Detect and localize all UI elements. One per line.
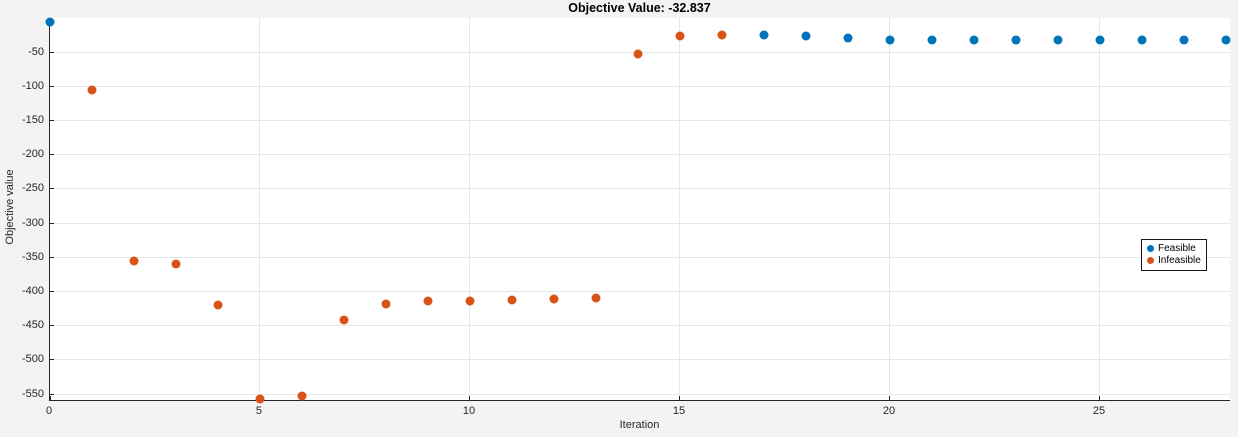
y-tick-mark xyxy=(50,393,54,395)
h-gridline xyxy=(50,188,1230,190)
x-tick-mark xyxy=(1099,396,1101,400)
data-point-feasible[interactable] xyxy=(1221,35,1231,45)
h-gridline xyxy=(50,359,1230,361)
y-tick-label: -500 xyxy=(21,353,44,366)
data-point-infeasible[interactable] xyxy=(549,294,559,304)
data-point-infeasible[interactable] xyxy=(717,30,727,40)
data-point-feasible[interactable] xyxy=(927,35,937,45)
y-tick-mark xyxy=(50,222,54,224)
v-gridline xyxy=(1099,18,1101,400)
y-tick-mark xyxy=(50,359,54,361)
x-tick-label: 5 xyxy=(255,405,263,417)
data-point-infeasible[interactable] xyxy=(591,293,601,303)
chart-title: Objective Value: -32.837 xyxy=(568,1,711,15)
y-tick-mark xyxy=(50,51,54,53)
legend-label-infeasible: Infeasible xyxy=(1158,254,1201,266)
y-tick-mark xyxy=(50,325,54,327)
legend-entry-infeasible[interactable]: Infeasible xyxy=(1147,255,1202,266)
data-point-feasible[interactable] xyxy=(969,35,979,45)
infeasible-marker-icon xyxy=(1147,257,1154,264)
data-point-feasible[interactable] xyxy=(1137,35,1147,45)
v-gridline xyxy=(679,18,681,400)
data-point-infeasible[interactable] xyxy=(87,85,97,95)
data-point-infeasible[interactable] xyxy=(507,295,517,305)
y-axis-label: Objective value xyxy=(4,169,16,245)
y-tick-label: -100 xyxy=(21,79,44,92)
x-tick-mark xyxy=(889,396,891,400)
y-tick-mark xyxy=(50,256,54,258)
plot-area xyxy=(45,17,1231,404)
data-point-feasible[interactable] xyxy=(1011,35,1021,45)
y-tick-mark xyxy=(50,154,54,156)
v-gridline xyxy=(469,18,471,400)
y-tick-label: -50 xyxy=(28,45,44,58)
x-tick-label: 15 xyxy=(672,405,686,417)
h-gridline xyxy=(50,154,1230,156)
h-gridline xyxy=(50,325,1230,327)
v-gridline xyxy=(259,18,261,400)
data-point-feasible[interactable] xyxy=(885,35,895,45)
data-point-infeasible[interactable] xyxy=(171,259,181,269)
y-tick-mark xyxy=(50,291,54,293)
data-point-feasible[interactable] xyxy=(843,33,853,43)
feasible-marker-icon xyxy=(1147,245,1154,252)
y-tick-mark xyxy=(50,188,54,190)
data-point-infeasible[interactable] xyxy=(465,296,475,306)
y-tick-label: -250 xyxy=(21,182,44,195)
data-point-infeasible[interactable] xyxy=(423,296,433,306)
x-tick-mark xyxy=(469,396,471,400)
h-gridline xyxy=(50,291,1230,293)
data-point-infeasible[interactable] xyxy=(633,49,643,59)
data-point-feasible[interactable] xyxy=(1053,35,1063,45)
data-point-infeasible[interactable] xyxy=(129,256,139,266)
legend-label-feasible: Feasible xyxy=(1158,242,1196,254)
x-axis-label: Iteration xyxy=(619,419,660,431)
data-point-infeasible[interactable] xyxy=(339,315,349,325)
data-point-infeasible[interactable] xyxy=(297,391,307,401)
data-point-feasible[interactable] xyxy=(801,31,811,41)
y-tick-mark xyxy=(50,85,54,87)
data-point-feasible[interactable] xyxy=(1179,35,1189,45)
y-tick-label: -550 xyxy=(21,387,44,400)
legend[interactable]: Feasible Infeasible xyxy=(1141,239,1207,271)
data-point-infeasible[interactable] xyxy=(675,31,685,41)
x-tick-label: 0 xyxy=(45,405,53,417)
y-tick-label: -200 xyxy=(21,148,44,161)
data-point-feasible[interactable] xyxy=(759,30,769,40)
x-tick-label: 20 xyxy=(882,405,896,417)
data-point-infeasible[interactable] xyxy=(255,394,265,404)
data-point-feasible[interactable] xyxy=(45,17,55,27)
h-gridline xyxy=(50,85,1230,87)
h-gridline xyxy=(50,120,1230,122)
x-tick-label: 25 xyxy=(1092,405,1106,417)
h-gridline xyxy=(50,222,1230,224)
data-point-feasible[interactable] xyxy=(1095,35,1105,45)
x-tick-label: 10 xyxy=(462,405,476,417)
x-tick-mark xyxy=(49,396,51,400)
legend-entry-feasible[interactable]: Feasible xyxy=(1147,243,1202,254)
y-tick-label: -450 xyxy=(21,319,44,332)
h-gridline xyxy=(50,256,1230,258)
y-tick-mark xyxy=(50,120,54,122)
data-point-infeasible[interactable] xyxy=(381,299,391,309)
y-tick-label: -300 xyxy=(21,216,44,229)
x-tick-mark xyxy=(679,396,681,400)
y-tick-label: -400 xyxy=(21,285,44,298)
h-gridline xyxy=(50,393,1230,395)
v-gridline xyxy=(889,18,891,400)
y-tick-label: -150 xyxy=(21,114,44,127)
y-tick-label: -350 xyxy=(21,250,44,263)
data-point-infeasible[interactable] xyxy=(213,300,223,310)
